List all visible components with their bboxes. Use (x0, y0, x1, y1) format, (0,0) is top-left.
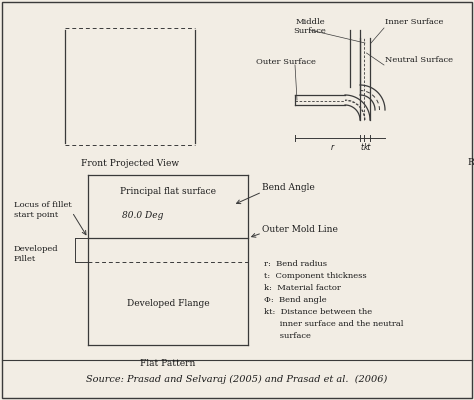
Text: r: r (331, 143, 334, 152)
Text: Source: Prasad and Selvaraj (2005) and Prasad et al.  (2006): Source: Prasad and Selvaraj (2005) and P… (86, 374, 388, 384)
Text: Bend Angle: Bend Angle (262, 182, 315, 192)
Text: r:  Bend radius: r: Bend radius (264, 260, 327, 268)
Text: Developed
Fillet: Developed Fillet (14, 245, 59, 262)
Text: k:  Material factor: k: Material factor (264, 284, 341, 292)
Text: Locus of fillet
start point: Locus of fillet start point (14, 202, 72, 218)
Text: Neutral Surface: Neutral Surface (385, 56, 453, 64)
Text: Outer Surface: Outer Surface (256, 58, 316, 66)
Text: kt:  Distance between the: kt: Distance between the (264, 308, 372, 316)
Text: kt: kt (364, 143, 371, 152)
Text: Middle
Surface: Middle Surface (293, 18, 327, 35)
Text: Principal flat surface: Principal flat surface (120, 187, 216, 196)
Text: Front Projected View: Front Projected View (81, 159, 179, 168)
Text: Φ:  Bend angle: Φ: Bend angle (264, 296, 327, 304)
Text: Developed Flange: Developed Flange (127, 299, 210, 308)
Text: Outer Mold Line: Outer Mold Line (262, 226, 338, 234)
Text: t:  Component thickness: t: Component thickness (264, 272, 366, 280)
Text: Right Side View: Right Side View (468, 158, 474, 167)
Text: surface: surface (264, 332, 311, 340)
Text: t: t (361, 143, 364, 152)
Text: 80.0 Deg: 80.0 Deg (122, 212, 164, 220)
Text: inner surface and the neutral: inner surface and the neutral (264, 320, 403, 328)
Text: Inner Surface: Inner Surface (385, 18, 443, 26)
Text: Flat Pattern: Flat Pattern (140, 359, 196, 368)
